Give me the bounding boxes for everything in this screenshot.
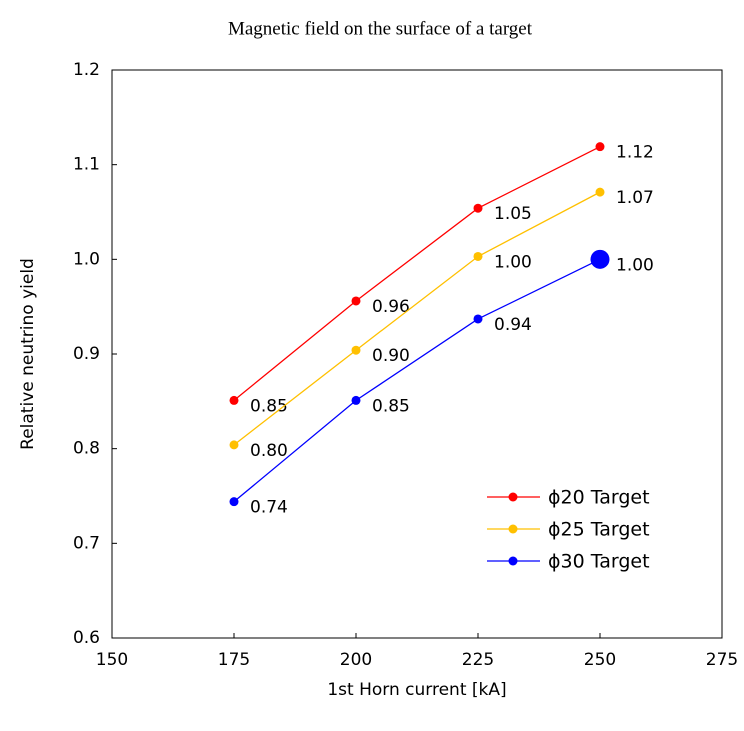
- y-tick-label: 1.2: [73, 60, 100, 80]
- y-tick-label: 0.7: [73, 533, 100, 553]
- series-line: [233, 191, 601, 446]
- data-point: [595, 142, 605, 152]
- y-tick-label: 1.1: [73, 155, 100, 175]
- legend-marker: [508, 524, 518, 534]
- legend-label: ϕ20 Target: [548, 487, 650, 509]
- x-tick-label: 200: [340, 650, 372, 670]
- data-point: [473, 251, 483, 261]
- data-label: 1.00: [616, 255, 654, 275]
- x-tick-label: 225: [462, 650, 494, 670]
- data-label: 1.05: [494, 204, 532, 224]
- data-point: [473, 203, 483, 213]
- legend-marker: [508, 492, 518, 502]
- series-line: [233, 258, 601, 503]
- data-label: 0.85: [250, 396, 288, 416]
- data-point: [595, 187, 605, 197]
- y-tick-label: 1.0: [73, 249, 100, 269]
- legend-label: ϕ30 Target: [548, 551, 650, 573]
- data-label: 0.90: [372, 346, 410, 366]
- reference-point: [590, 249, 610, 269]
- legend-label: ϕ25 Target: [548, 519, 650, 541]
- data-point: [351, 395, 361, 405]
- data-label: 0.74: [250, 498, 288, 518]
- y-tick-label: 0.6: [73, 628, 100, 648]
- y-tick-label: 0.9: [73, 344, 100, 364]
- data-point: [351, 296, 361, 306]
- data-point: [229, 440, 239, 450]
- data-point: [351, 345, 361, 355]
- y-axis-label: Relative neutrino yield: [18, 258, 38, 450]
- chart-title: Magnetic field on the surface of a targe…: [228, 18, 533, 39]
- data-label: 0.94: [494, 315, 532, 335]
- x-axis-label: 1st Horn current [kA]: [327, 680, 506, 700]
- data-label: 1.00: [494, 252, 532, 272]
- data-label: 1.12: [616, 143, 654, 163]
- data-point: [229, 395, 239, 405]
- y-tick-label: 0.8: [73, 439, 100, 459]
- data-label: 0.80: [250, 441, 288, 461]
- data-label: 1.07: [616, 188, 654, 208]
- data-point: [229, 497, 239, 507]
- data-label: 0.85: [372, 396, 410, 416]
- x-tick-label: 275: [706, 650, 738, 670]
- data-label: 0.96: [372, 297, 410, 317]
- data-point: [473, 314, 483, 324]
- legend-marker: [508, 556, 518, 566]
- series-line: [233, 146, 601, 401]
- x-tick-label: 150: [96, 650, 128, 670]
- x-tick-label: 250: [584, 650, 616, 670]
- x-tick-label: 175: [218, 650, 250, 670]
